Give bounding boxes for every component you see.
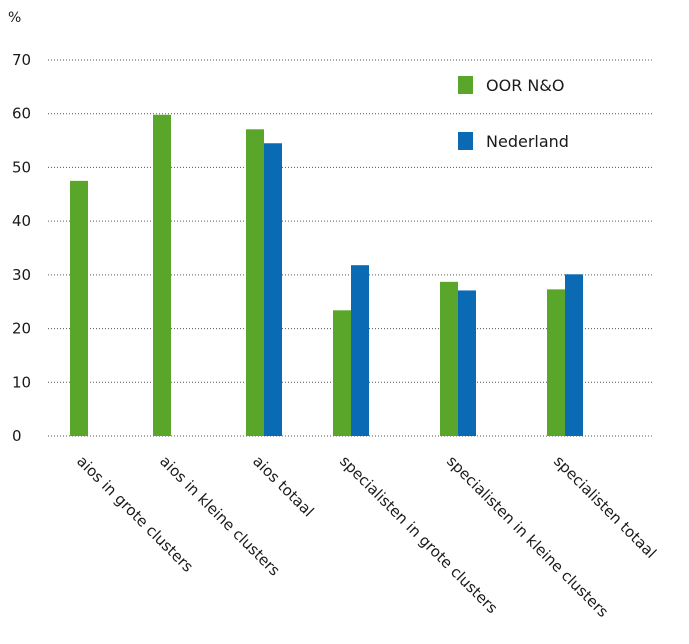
y-tick-label: 60 [12, 105, 31, 123]
bar-oor-no-2 [153, 114, 171, 436]
bar-nederland-5 [458, 290, 476, 436]
y-tick-label: 50 [12, 158, 31, 176]
y-tick-label: 20 [12, 320, 31, 338]
bar-nederland-3 [264, 143, 282, 436]
y-tick-label: 0 [12, 427, 22, 445]
bar-nederland-6 [565, 274, 583, 436]
x-category-label: aios totaal [249, 452, 317, 520]
y-tick-label: 30 [12, 266, 31, 284]
bar-oor-no-5 [440, 281, 458, 436]
legend-label-nederland: Nederland [486, 132, 569, 151]
x-category-label: specialisten totaal [550, 452, 660, 562]
bar-oor-no-1 [70, 180, 88, 436]
legend-label-oor-no: OOR N&O [486, 76, 564, 95]
bar-nederland-4 [351, 265, 369, 436]
y-tick-label: 10 [12, 373, 31, 391]
bar-oor-no-3 [246, 129, 264, 436]
y-axis-unit-label: % [8, 10, 21, 26]
y-tick-label: 70 [12, 51, 31, 69]
bar-oor-no-6 [547, 289, 565, 436]
legend: OOR N&O Nederland [458, 76, 569, 151]
legend-swatch-oor-no [458, 76, 473, 94]
legend-swatch-nederland [458, 132, 473, 150]
y-tick-label: 40 [12, 212, 31, 230]
bar-oor-no-4 [333, 310, 351, 436]
bars [70, 114, 583, 436]
y-tick-labels: 0 10 20 30 40 50 60 70 [12, 51, 31, 445]
